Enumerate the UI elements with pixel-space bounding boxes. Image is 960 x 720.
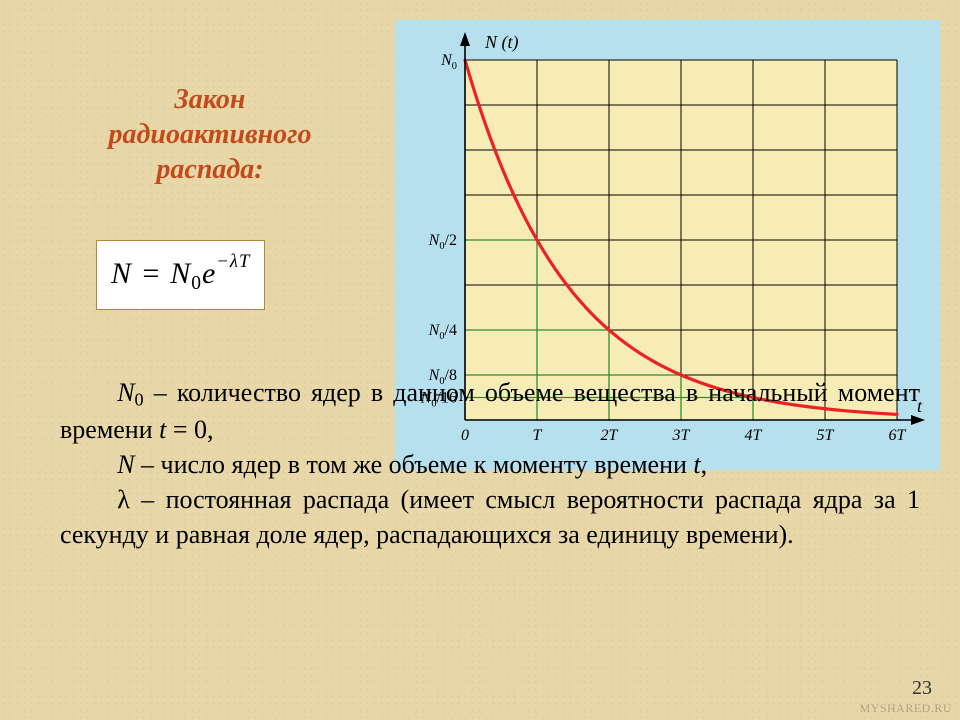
formula-N0-sub: 0 <box>191 273 202 294</box>
watermark: MYSHARED.RU <box>859 701 952 716</box>
sym-lambda: λ <box>117 485 130 514</box>
formula-eq: = <box>132 257 170 290</box>
formula-box: N = N0e−λT <box>96 240 265 310</box>
formula-exp: −λT <box>216 251 250 272</box>
page-number: 23 <box>912 677 932 700</box>
formula-exp-lambda: λ <box>230 251 239 272</box>
desc-lambda: – постоянная распада (имеет смысл вероят… <box>60 485 920 549</box>
formula-e: e <box>202 257 216 290</box>
comma: , <box>701 450 708 479</box>
sym-N0-sub: 0 <box>135 390 144 410</box>
svg-text:N (t): N (t) <box>484 32 519 53</box>
decay-formula: N = N0e−λT <box>111 257 250 290</box>
sym-N0: N <box>117 378 134 407</box>
slide-title: Закон радиоактивного распада: <box>70 82 350 187</box>
sym-N: N <box>117 450 134 479</box>
sym-t2: t <box>693 450 700 479</box>
eq-zero: = 0, <box>166 415 213 444</box>
formula-N0: N <box>170 257 191 290</box>
desc-N: – число ядер в том же объеме к моменту в… <box>135 450 694 479</box>
body-text: N0 – количество ядер в данном объеме вещ… <box>60 375 920 552</box>
formula-exp-minus: − <box>216 251 230 272</box>
formula-exp-T: T <box>239 251 250 272</box>
formula-N: N <box>111 257 132 290</box>
